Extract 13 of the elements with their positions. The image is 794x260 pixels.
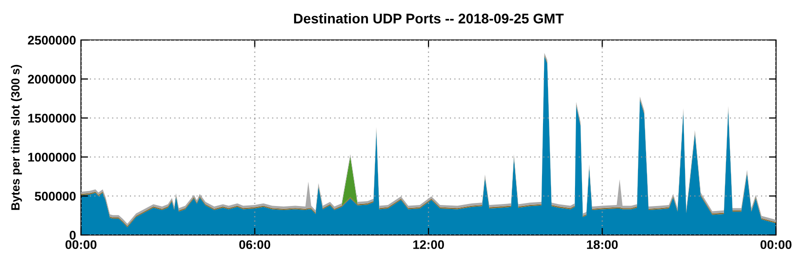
x-tick-label: 00:00 [66,240,96,250]
x-tick-label: 06:00 [239,240,270,250]
y-tick-label: 1000000 [28,152,76,162]
y-axis-title: Bytes per time slot (300 s) [10,64,22,210]
y-tick-label: 500000 [34,192,76,201]
x-tick-label: 00:00 [760,240,792,250]
y-tick-label: 2000000 [28,74,76,84]
y-tick-label: 0 [70,230,76,240]
chart-title: Destination UDP Ports -- 2018-09-25 GMT [294,13,564,24]
y-tick-label: 1500000 [28,114,76,123]
x-tick-label: 12:00 [413,240,444,250]
y-tick-label: 2500000 [28,36,76,45]
x-tick-label: 18:00 [587,240,618,250]
